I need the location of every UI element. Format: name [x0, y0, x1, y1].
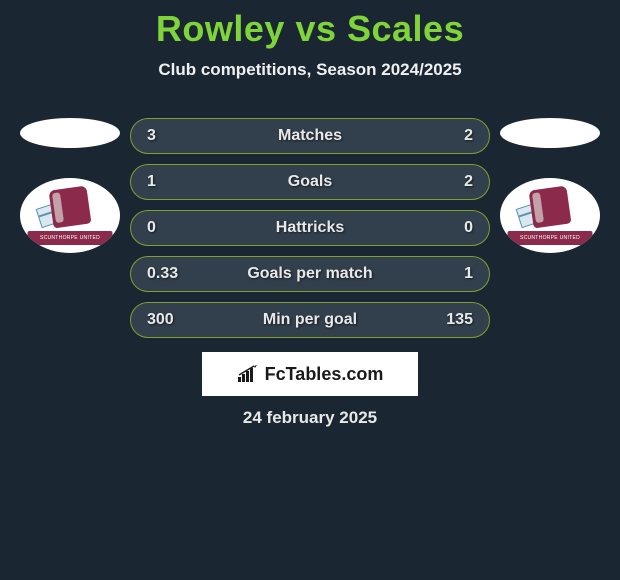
stats-column: 3 Matches 2 1 Goals 2 0 Hattricks 0 0.33… [130, 118, 490, 348]
stat-right-value: 1 [433, 265, 473, 283]
club-logo-left: SCUNTHORPE UNITED [20, 178, 120, 253]
subtitle: Club competitions, Season 2024/2025 [0, 60, 620, 80]
stat-right-value: 2 [433, 127, 473, 145]
stat-label: Hattricks [276, 219, 344, 237]
bar-chart-icon [237, 365, 259, 383]
stat-row-min-per-goal: 300 Min per goal 135 [130, 302, 490, 338]
stat-row-goals-per-match: 0.33 Goals per match 1 [130, 256, 490, 292]
club-logo-right: SCUNTHORPE UNITED [500, 178, 600, 253]
club-badge-left: SCUNTHORPE UNITED [20, 178, 120, 253]
club-badge-right: SCUNTHORPE UNITED [500, 178, 600, 253]
stat-right-value: 0 [433, 219, 473, 237]
stat-left-value: 0.33 [147, 265, 187, 283]
stat-left-value: 0 [147, 219, 187, 237]
player-left-placeholder [20, 118, 120, 148]
stat-left-value: 3 [147, 127, 187, 145]
page-title: Rowley vs Scales [0, 0, 620, 50]
stat-label: Min per goal [263, 311, 357, 329]
stat-right-value: 2 [433, 173, 473, 191]
stat-row-goals: 1 Goals 2 [130, 164, 490, 200]
brand-text: FcTables.com [265, 364, 384, 385]
club-ribbon-left: SCUNTHORPE UNITED [28, 231, 113, 245]
date-text: 24 february 2025 [243, 408, 377, 428]
stat-left-value: 300 [147, 311, 187, 329]
stat-left-value: 1 [147, 173, 187, 191]
stat-row-hattricks: 0 Hattricks 0 [130, 210, 490, 246]
stat-label: Goals per match [247, 265, 372, 283]
club-ribbon-right: SCUNTHORPE UNITED [508, 231, 593, 245]
stat-label: Goals [288, 173, 332, 191]
stat-right-value: 135 [433, 311, 473, 329]
player-right-placeholder [500, 118, 600, 148]
brand-box: FcTables.com [202, 352, 418, 396]
stat-label: Matches [278, 127, 342, 145]
stat-row-matches: 3 Matches 2 [130, 118, 490, 154]
